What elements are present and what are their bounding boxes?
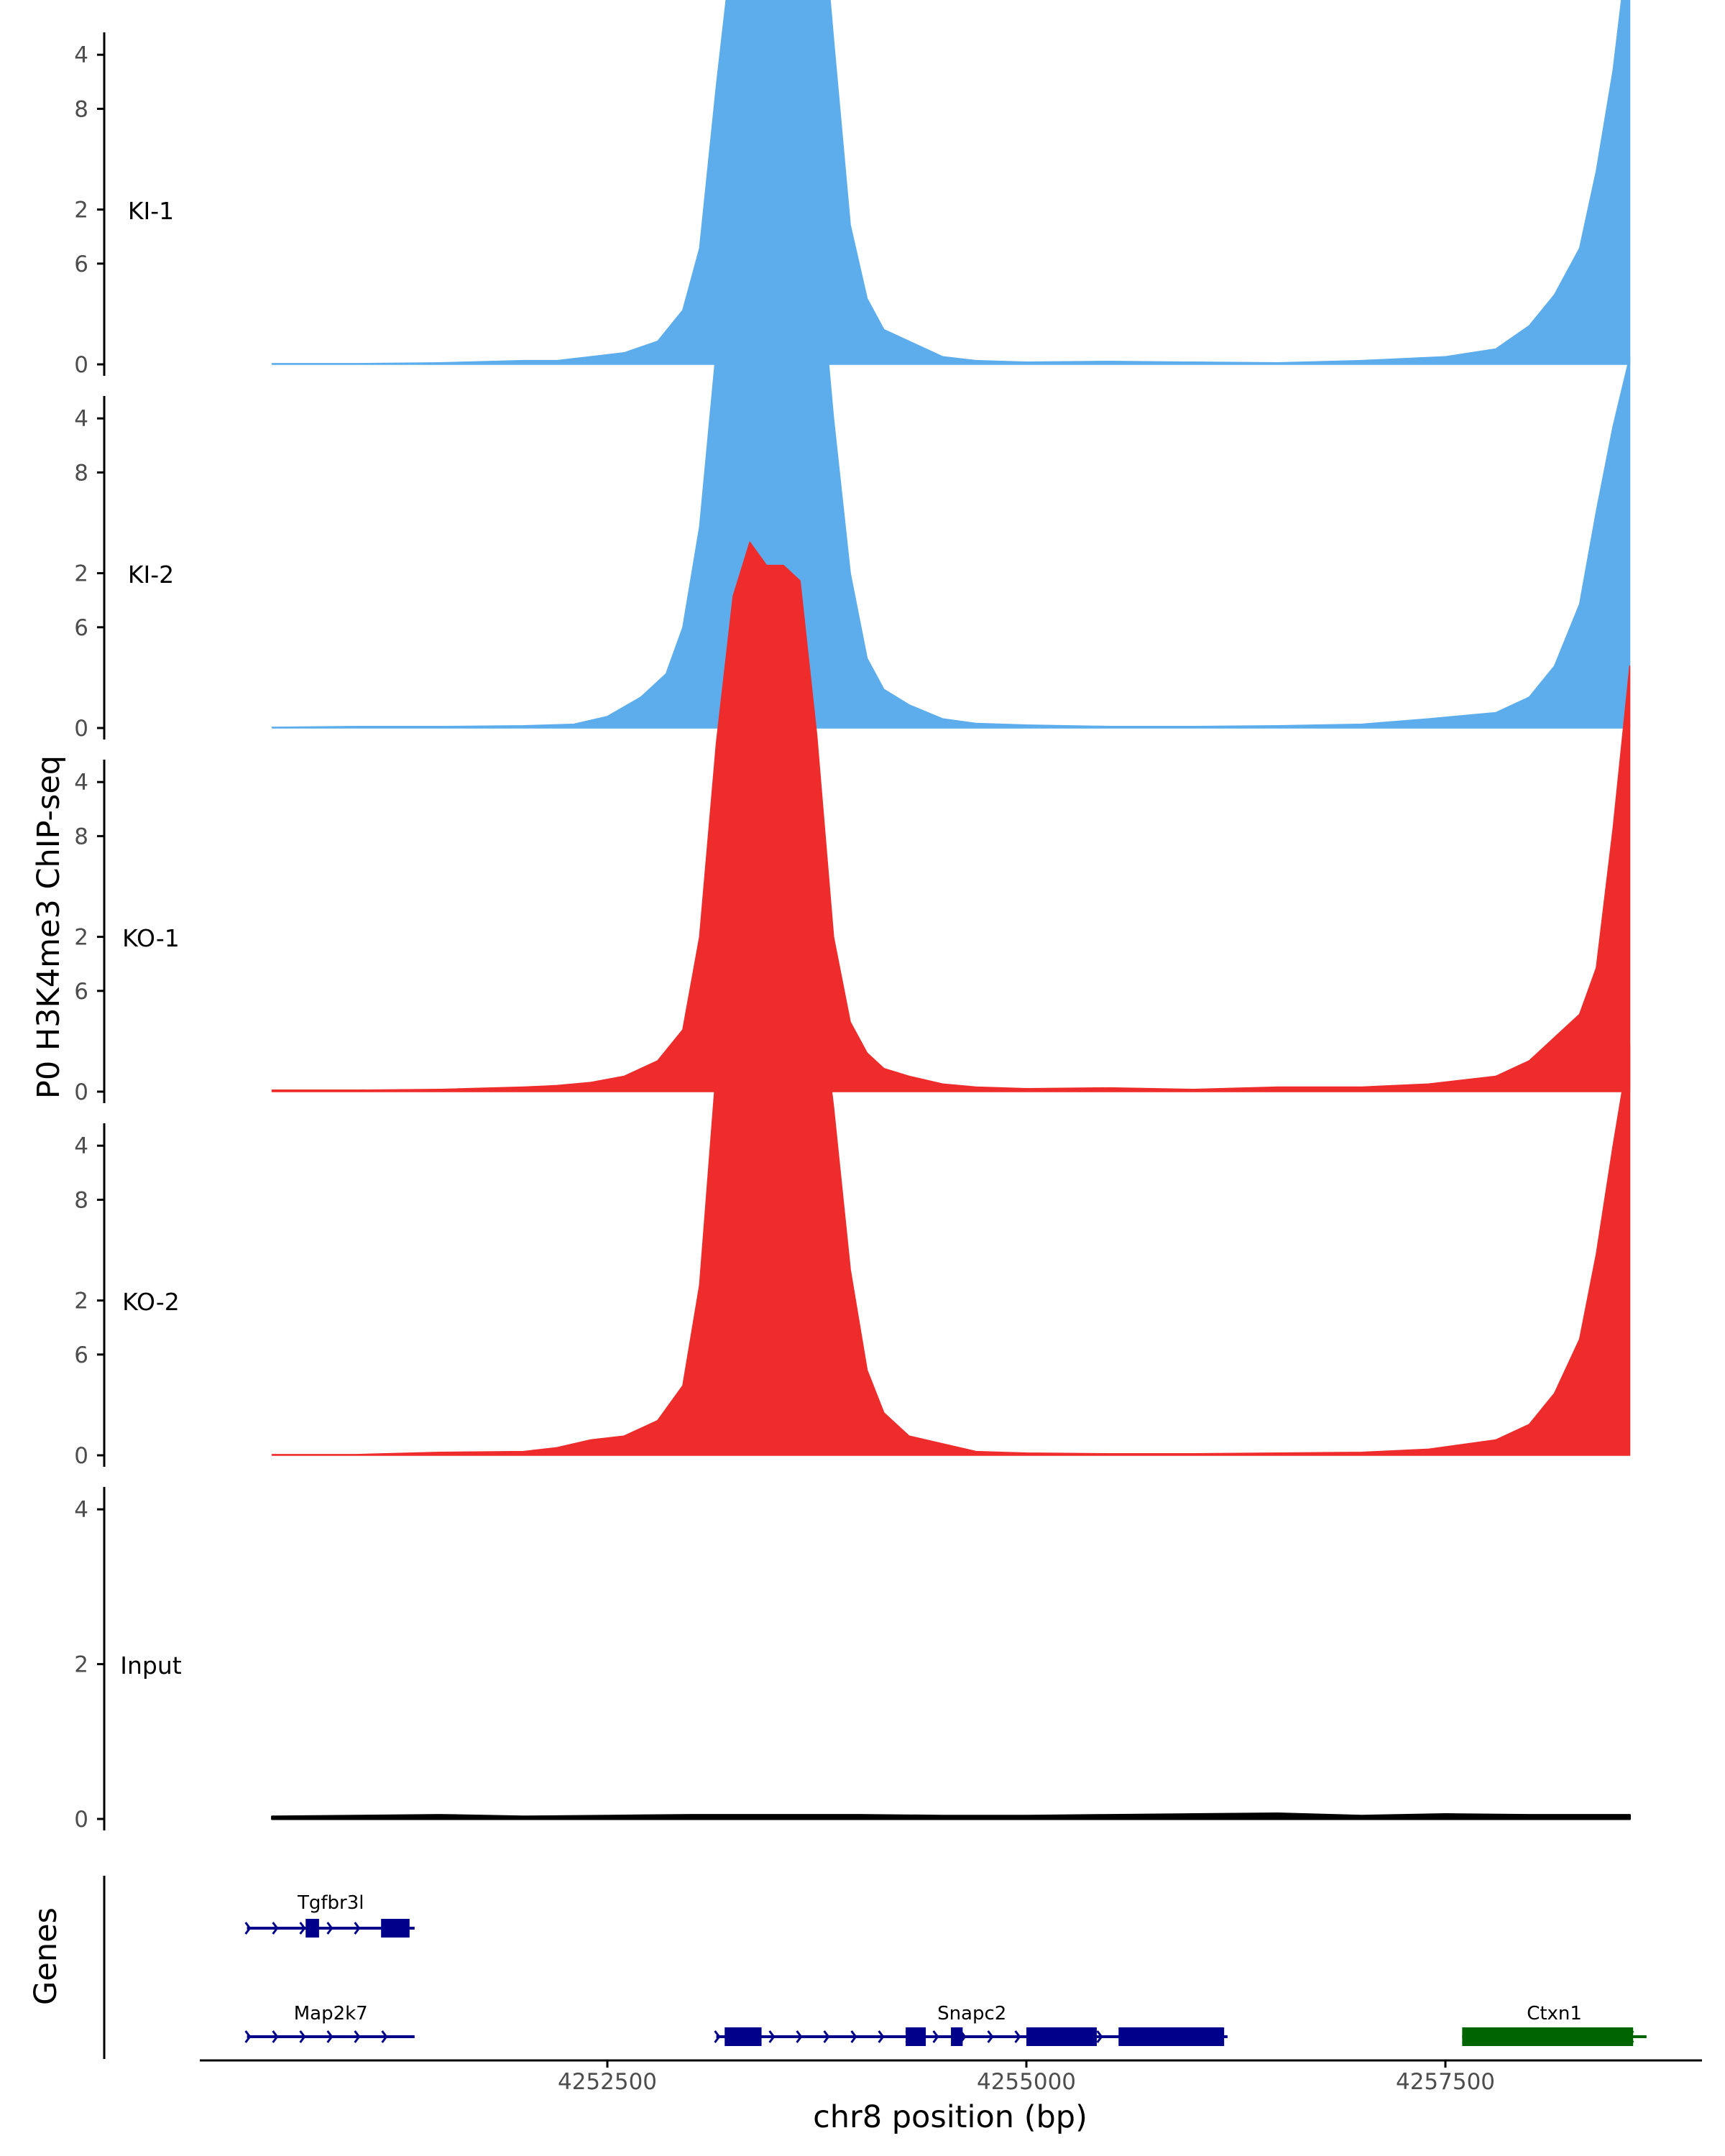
y-tick-label: 6 [74, 615, 88, 641]
y-tick-label: 2 [74, 198, 88, 224]
y-tick-label: 2 [74, 1652, 88, 1678]
y-tick-label: 2 [74, 925, 88, 951]
track-input: 0 2 4 6 8 Input [74, 1187, 1631, 1833]
y-tick-label: 8 [74, 1187, 88, 1213]
y-tick-label: 0 [74, 1079, 88, 1105]
y-tick-label: 8 [74, 824, 88, 849]
signal-tracks: 02468KI-102468KI-202468KO-102468KO-20246… [74, 0, 1631, 1833]
track-label-ki-2: KI-2 [128, 561, 174, 589]
y-axis-title: P0 H3K4me3 ChIP-seq [31, 755, 67, 1099]
x-tick-label: 4252500 [558, 2069, 657, 2095]
strand-arrow-icon [272, 2030, 279, 2043]
y-tick-label: 4 [74, 406, 88, 432]
strand-arrow-icon [354, 2030, 361, 2043]
track-area-ki-1 [271, 0, 1631, 365]
strand-arrow-icon [987, 2030, 994, 2043]
strand-arrow-icon [244, 2030, 252, 2043]
strand-arrow-icon [299, 1922, 306, 1935]
exon-block [305, 1919, 319, 1938]
y-tick-label: 0 [74, 1807, 88, 1833]
y-tick-label: 8 [74, 96, 88, 122]
strand-arrow-icon [381, 2030, 388, 2043]
strand-arrow-icon [272, 1922, 279, 1935]
y-tick-label: 4 [74, 1497, 88, 1523]
y-tick-label: 6 [74, 1342, 88, 1368]
strand-arrow-icon [796, 2030, 803, 2043]
strand-arrow-icon [244, 1922, 252, 1935]
track-ki-1: 0 2 4 6 8 KI-1 [74, 0, 1631, 378]
y-tick-label: 2 [74, 1289, 88, 1314]
strand-arrow-icon [1014, 2030, 1021, 2043]
y-tick-label: 4 [74, 770, 88, 796]
strand-arrow-icon [823, 2030, 830, 2043]
track-label-ki-1: KI-1 [128, 197, 174, 225]
gene-name-label: Tgfbr3l [297, 1892, 364, 1914]
strand-arrow-icon [326, 1922, 334, 1935]
strand-arrow-icon [714, 2030, 721, 2043]
gene-name-label: Snapc2 [937, 2003, 1006, 2024]
exon-block [724, 2027, 762, 2046]
track-area-ki-2 [271, 100, 1631, 729]
track-area-ko-1 [271, 541, 1631, 1092]
exon-block [951, 2027, 963, 2046]
y-tick-label: 6 [74, 252, 88, 277]
gene-name-label: Ctxn1 [1527, 2003, 1582, 2024]
y-tick-label: 4 [74, 1133, 88, 1159]
track-label-ko-1: KO-1 [122, 924, 180, 952]
track-ko-1: 0 2 4 6 8 KO-1 [74, 460, 1631, 1105]
gene-ctxn1: Ctxn1 [1462, 2003, 1647, 2046]
x-axis: 4252500 4255000 4257500 [200, 2059, 1702, 2095]
strand-arrow-icon [932, 2030, 939, 2043]
y-tick-label: 4 [74, 42, 88, 68]
x-tick-label: 4255000 [977, 2069, 1076, 2095]
strand-arrow-icon [768, 2030, 776, 2043]
strand-arrow-icon [878, 2030, 885, 2043]
gene-map2k7: Map2k7 [244, 2003, 415, 2043]
exon-block [1118, 2027, 1225, 2046]
exon-block [906, 2027, 926, 2046]
gene-tgfbr3l: Tgfbr3l [244, 1892, 415, 1938]
exon-block [1026, 2027, 1097, 2046]
y-tick-label: 8 [74, 460, 88, 486]
y-tick-label: 0 [74, 1443, 88, 1469]
track-label-input: Input [120, 1651, 182, 1680]
y-tick-label: 0 [74, 352, 88, 378]
y-tick-label: 2 [74, 561, 88, 587]
track-area-input [271, 1812, 1631, 1820]
track-area-ko-2 [271, 874, 1631, 1456]
strand-arrow-icon [326, 2030, 334, 2043]
strand-arrow-icon [354, 1922, 361, 1935]
y-tick-label: 6 [74, 979, 88, 1005]
gene-annotation-panel: Tgfbr3l Map2k7 Snapc2 Ctxn1 [103, 1876, 1647, 2059]
track-label-ko-2: KO-2 [122, 1288, 180, 1316]
strand-arrow-icon [1096, 2030, 1103, 2043]
strand-arrow-icon [850, 2030, 857, 2043]
exon-block [381, 1919, 410, 1938]
genes-panel-title: Genes [28, 1907, 64, 2005]
y-tick-label: 0 [74, 716, 88, 742]
track-ki-2: 0 2 4 6 8 KI-2 [74, 96, 1631, 742]
x-tick-label: 4257500 [1396, 2069, 1495, 2095]
track-ko-2: 0 2 4 6 8 KO-2 [74, 824, 1631, 1469]
x-axis-title: chr8 position (bp) [813, 2099, 1087, 2135]
exon-block [1462, 2027, 1634, 2046]
strand-arrow-icon [299, 2030, 306, 2043]
gene-name-label: Map2k7 [294, 2003, 368, 2024]
gene-snapc2: Snapc2 [714, 2003, 1228, 2046]
